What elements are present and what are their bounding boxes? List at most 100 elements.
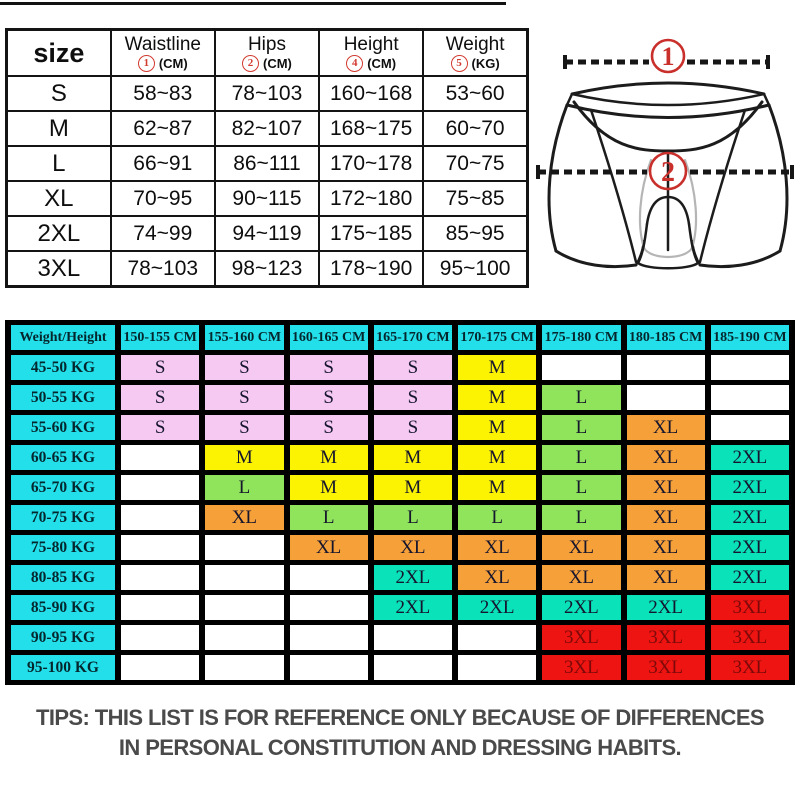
matrix-size-cell: 3XL <box>626 625 705 650</box>
weight-height-matrix-table: Weight/Height 150-155 CM 155-160 CM 160-165… <box>5 320 795 685</box>
matrix-weight-label: 90-95 KG <box>11 625 115 650</box>
matrix-size-cell: 3XL <box>626 655 705 680</box>
waist-marker-number: 1 <box>662 42 675 71</box>
matrix-weight-label: 60-65 KG <box>11 445 115 470</box>
column-label: Weight <box>445 33 505 55</box>
matrix-size-cell: M <box>458 445 537 470</box>
size-value-cell: 66~91 <box>109 145 216 182</box>
matrix-size-cell: L <box>373 505 452 530</box>
matrix-size-cell: 2XL <box>710 475 789 500</box>
matrix-size-cell: 2XL <box>710 535 789 560</box>
matrix-size-cell: M <box>373 445 452 470</box>
size-value-cell: 58~83 <box>109 75 216 112</box>
column-label: Waistline <box>124 33 201 55</box>
matrix-size-cell <box>289 625 368 650</box>
matrix-size-cell <box>205 535 284 560</box>
shorts-outline <box>547 81 789 270</box>
waist-marker-circle <box>650 38 686 74</box>
pad-outline-bottom <box>642 246 694 259</box>
matrix-size-cell: XL <box>373 535 452 560</box>
matrix-size-cell <box>205 565 284 590</box>
size-value-cell: 70~75 <box>422 145 529 182</box>
matrix-size-cell: M <box>289 445 368 470</box>
matrix-size-cell <box>121 595 200 620</box>
column-subline: 2 (CM) <box>216 55 318 73</box>
matrix-size-cell <box>626 355 705 380</box>
size-value-cell: 62~87 <box>109 110 216 147</box>
matrix-size-cell: M <box>458 475 537 500</box>
size-value-cell: 178~190 <box>318 250 425 288</box>
matrix-size-cell <box>710 355 789 380</box>
matrix-size-cell: S <box>373 385 452 410</box>
matrix-size-cell: L <box>542 445 621 470</box>
matrix-size-cell: S <box>373 415 452 440</box>
column-unit: (KG) <box>471 55 500 71</box>
matrix-weight-label: 65-70 KG <box>11 475 115 500</box>
matrix-height-header: 150-155 CM <box>121 325 200 350</box>
matrix-size-cell: S <box>289 415 368 440</box>
column-unit: (CM) <box>263 55 292 71</box>
hip-measure-line: 2 <box>536 151 794 191</box>
size-value-cell: 160~168 <box>318 75 425 112</box>
size-value-cell: 74~99 <box>109 215 216 252</box>
matrix-height-header: 155-160 CM <box>205 325 284 350</box>
matrix-size-cell: L <box>289 505 368 530</box>
size-name-cell: 2XL <box>5 215 112 252</box>
matrix-size-cell: XL <box>626 415 705 440</box>
column-label: Hips <box>247 33 286 55</box>
size-name-cell: M <box>5 110 112 147</box>
size-name-cell: L <box>5 145 112 182</box>
matrix-size-cell: 2XL <box>458 595 537 620</box>
matrix-size-cell <box>205 655 284 680</box>
matrix-size-cell <box>121 535 200 560</box>
matrix-size-cell: M <box>205 445 284 470</box>
matrix-weight-label: 70-75 KG <box>11 505 115 530</box>
size-table-row: 2XL 74~99 94~119 175~185 85~95 <box>5 215 529 252</box>
hip-marker-circle <box>648 151 688 191</box>
matrix-size-cell: 2XL <box>542 595 621 620</box>
column-unit: (CM) <box>367 55 397 71</box>
matrix-size-cell: S <box>121 415 200 440</box>
measure-column-header: Height 4 (CM) <box>318 28 425 77</box>
matrix-size-cell: XL <box>205 505 284 530</box>
matrix-size-cell <box>121 655 200 680</box>
top-crop-line <box>0 2 506 5</box>
matrix-size-cell: M <box>458 415 537 440</box>
matrix-size-cell: M <box>289 475 368 500</box>
matrix-row: 90-95 KG 3XL 3XL 3XL <box>11 625 789 650</box>
matrix-size-cell: 2XL <box>626 595 705 620</box>
matrix-weight-label: 45-50 KG <box>11 355 115 380</box>
size-value-cell: 172~180 <box>318 180 425 217</box>
size-value-cell: 60~70 <box>422 110 529 147</box>
matrix-weight-label: 50-55 KG <box>11 385 115 410</box>
size-value-cell: 168~175 <box>318 110 425 147</box>
matrix-corner-header: Weight/Height <box>11 325 115 350</box>
matrix-weight-label: 95-100 KG <box>11 655 115 680</box>
matrix-size-cell: L <box>542 475 621 500</box>
matrix-row: 80-85 KG 2XL XL XL XL 2XL <box>11 565 789 590</box>
matrix-size-cell: 2XL <box>373 595 452 620</box>
matrix-size-cell <box>458 625 537 650</box>
matrix-size-cell: 3XL <box>542 655 621 680</box>
waist-measure-line: 1 <box>563 38 770 74</box>
matrix-head: Weight/Height 150-155 CM 155-160 CM 160-165… <box>11 325 789 350</box>
matrix-height-header: 165-170 CM <box>373 325 452 350</box>
matrix-size-cell: L <box>205 475 284 500</box>
matrix-size-cell: XL <box>542 565 621 590</box>
matrix-size-cell: M <box>373 475 452 500</box>
matrix-size-cell <box>710 385 789 410</box>
matrix-size-cell: S <box>121 355 200 380</box>
size-value-cell: 94~119 <box>213 215 321 252</box>
matrix-size-cell: L <box>542 505 621 530</box>
matrix-size-cell <box>205 595 284 620</box>
matrix-height-header: 160-165 CM <box>289 325 368 350</box>
size-chart-head: size Waistline 1 (CM) Hips 2 (CM) Height 4 (CM) We… <box>5 28 529 77</box>
size-value-cell: 78~103 <box>109 250 216 288</box>
matrix-size-cell: 2XL <box>373 565 452 590</box>
size-column-header: size <box>5 28 112 77</box>
matrix-size-cell <box>121 445 200 470</box>
pad-outline-right <box>683 158 698 250</box>
matrix-size-cell: 3XL <box>710 595 789 620</box>
matrix-height-header: 175-180 CM <box>542 325 621 350</box>
matrix-size-cell <box>121 565 200 590</box>
